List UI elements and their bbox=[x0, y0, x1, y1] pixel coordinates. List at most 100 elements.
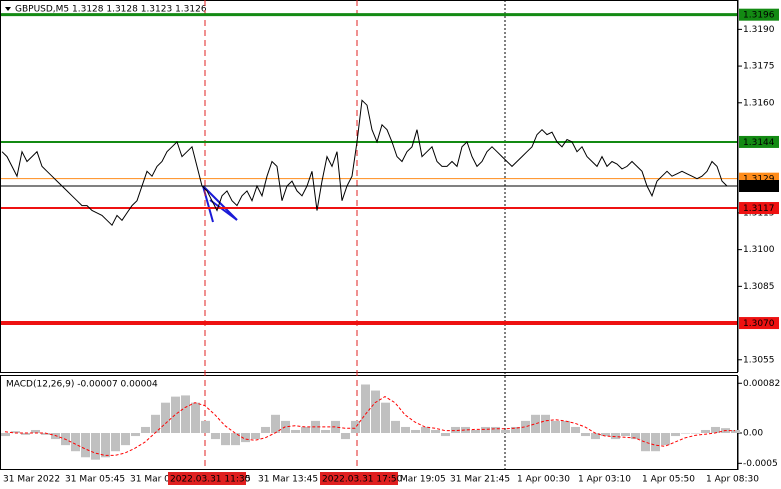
macd-bar bbox=[551, 420, 560, 434]
macd-bar bbox=[291, 429, 300, 434]
level-label-box bbox=[739, 202, 779, 215]
y-tick-label: 1.3160 bbox=[743, 98, 775, 108]
level-label-box bbox=[739, 8, 779, 21]
macd-bar bbox=[31, 429, 40, 434]
cursor-label-box bbox=[168, 472, 246, 485]
macd-bar bbox=[121, 433, 130, 446]
macd-bar bbox=[91, 433, 100, 460]
macd-bar bbox=[661, 433, 670, 446]
macd-bar bbox=[321, 429, 330, 434]
macd-bar bbox=[221, 433, 230, 446]
chart-title: GBPUSD,M5 1.3128 1.3128 1.3123 1.3126 bbox=[15, 5, 207, 15]
y-tick-label: -0.0005 bbox=[743, 459, 778, 469]
macd-bar bbox=[511, 426, 520, 434]
macd-bar bbox=[711, 426, 720, 434]
macd-bar bbox=[211, 433, 220, 440]
macd-bar bbox=[391, 420, 400, 434]
macd-bar bbox=[261, 426, 270, 434]
y-tick-label: 1.3175 bbox=[743, 62, 775, 72]
macd-bar bbox=[331, 420, 340, 434]
macd-title: MACD(12,26,9) -0.00007 0.00004 bbox=[6, 380, 158, 390]
macd-bar bbox=[571, 426, 580, 434]
macd-bar bbox=[441, 433, 450, 437]
macd-bar bbox=[601, 433, 610, 437]
level-label: 1.3117 bbox=[743, 204, 775, 214]
cursor-label-box bbox=[320, 472, 398, 485]
level-label: 1.3129 bbox=[743, 175, 775, 185]
x-tick-label: 1 Apr 00:30 bbox=[517, 475, 570, 485]
macd-bar bbox=[631, 433, 640, 440]
x-tick-label: 1 Apr 03:10 bbox=[578, 475, 631, 485]
macd-bar bbox=[471, 429, 480, 434]
macd-bar bbox=[101, 433, 110, 458]
macd-bar bbox=[251, 433, 260, 440]
signal-line bbox=[4, 396, 735, 456]
macd-bar bbox=[501, 429, 510, 434]
macd-bar bbox=[681, 433, 690, 434]
macd-bar bbox=[611, 433, 620, 440]
x-tick-label: Mar 19:05 bbox=[400, 475, 446, 485]
macd-bar bbox=[351, 420, 360, 434]
x-tick-label: 31 Mar 13:45 bbox=[258, 475, 318, 485]
x-tick-label: 31 Mar 21:45 bbox=[450, 475, 510, 485]
macd-bar bbox=[411, 429, 420, 434]
macd-bar bbox=[71, 433, 80, 452]
macd-bar bbox=[731, 429, 740, 434]
macd-bar bbox=[301, 426, 310, 434]
y-tick-label: 0.00 bbox=[743, 429, 763, 439]
macd-bar bbox=[651, 433, 660, 452]
level-label: 1.3196 bbox=[743, 11, 775, 21]
x-tick-label: 1 Apr 05:50 bbox=[642, 475, 695, 485]
y-tick-label: 0.00082 bbox=[743, 379, 780, 389]
macd-bar bbox=[341, 433, 350, 440]
macd-bar bbox=[481, 426, 490, 434]
level-label: 1.3144 bbox=[743, 138, 775, 148]
macd-bar bbox=[381, 402, 390, 434]
macd-bar bbox=[171, 396, 180, 434]
macd-bar bbox=[151, 414, 160, 434]
level-label: 1.3070 bbox=[743, 319, 775, 329]
level-label-box bbox=[739, 317, 779, 330]
macd-bar bbox=[421, 426, 430, 434]
level-label-box bbox=[739, 135, 779, 148]
macd-bar bbox=[521, 420, 530, 434]
macd-bar bbox=[461, 426, 470, 434]
level-label-box bbox=[739, 180, 779, 192]
macd-bar bbox=[401, 426, 410, 434]
price-line bbox=[1, 99, 728, 227]
y-tick-label: 1.3100 bbox=[743, 245, 775, 255]
y-tick-label: 1.3190 bbox=[743, 25, 775, 35]
macd-bar bbox=[431, 429, 440, 434]
macd-bar bbox=[11, 431, 20, 434]
macd-bar bbox=[281, 420, 290, 434]
macd-bar bbox=[241, 433, 250, 443]
macd-bar bbox=[131, 433, 140, 437]
macd-bar bbox=[191, 402, 200, 434]
macd-bar bbox=[111, 433, 120, 452]
macd-bar bbox=[691, 433, 700, 434]
y-tick-label: 1.3055 bbox=[743, 355, 775, 365]
macd-bar bbox=[21, 433, 30, 435]
macd-bar bbox=[361, 384, 370, 434]
level-label: 1.3126 bbox=[743, 182, 775, 192]
macd-bar bbox=[41, 433, 50, 435]
macd-bar bbox=[181, 395, 190, 434]
macd-bar bbox=[531, 414, 540, 434]
macd-bar bbox=[451, 426, 460, 434]
macd-bar bbox=[591, 433, 600, 440]
macd-bar bbox=[581, 433, 590, 437]
macd-bar bbox=[561, 420, 570, 434]
macd-bar bbox=[231, 433, 240, 446]
x-tick-label: 5 bbox=[245, 475, 251, 485]
cursor-label: 2022.03.31 11:30 bbox=[170, 475, 251, 485]
macd-bar bbox=[141, 426, 150, 434]
cursor-label: 2022.03.31 17:50 bbox=[322, 475, 403, 485]
macd-bar bbox=[371, 390, 380, 434]
macd-bar bbox=[491, 426, 500, 434]
macd-bar bbox=[311, 420, 320, 434]
trendline bbox=[209, 199, 238, 221]
macd-bar bbox=[201, 420, 210, 434]
